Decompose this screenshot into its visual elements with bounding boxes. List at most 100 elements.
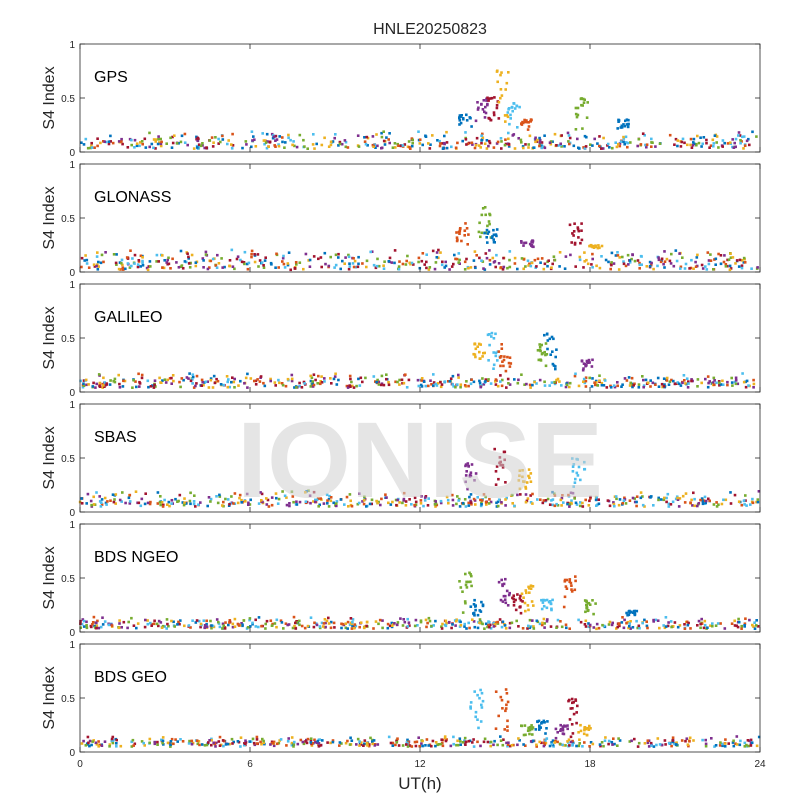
data-point	[734, 379, 738, 382]
data-point	[372, 263, 376, 267]
data-point	[160, 501, 164, 504]
data-points	[80, 688, 761, 748]
data-point	[450, 626, 453, 630]
y-tick-label: 0	[69, 508, 75, 519]
data-point	[588, 623, 592, 627]
data-point-burst	[474, 119, 478, 123]
data-point	[95, 255, 99, 258]
data-point	[656, 737, 660, 740]
data-point	[191, 378, 194, 381]
data-point	[316, 739, 320, 743]
data-point	[257, 265, 260, 268]
data-point	[745, 139, 749, 143]
data-point	[97, 745, 100, 748]
data-point	[454, 624, 457, 627]
data-point	[92, 263, 96, 266]
data-point-burst	[500, 71, 503, 74]
data-point	[680, 140, 684, 144]
data-point	[404, 500, 408, 503]
data-point	[721, 742, 724, 746]
data-point	[165, 261, 168, 264]
data-point	[87, 266, 91, 269]
data-point	[170, 737, 174, 741]
data-point	[220, 257, 223, 260]
data-point	[424, 744, 427, 747]
data-point	[390, 621, 394, 625]
data-point	[275, 138, 279, 141]
data-point	[714, 257, 718, 261]
data-point	[224, 743, 228, 746]
data-point	[201, 142, 204, 145]
data-point-burst	[476, 718, 479, 721]
data-point	[329, 377, 332, 380]
data-point	[686, 143, 689, 147]
data-point	[414, 744, 418, 748]
data-point	[616, 251, 619, 254]
data-point	[323, 251, 327, 255]
data-point-burst	[495, 103, 499, 107]
data-point	[154, 140, 157, 143]
data-point	[386, 622, 390, 626]
data-point	[748, 739, 751, 743]
data-point	[226, 142, 229, 146]
data-point	[149, 621, 152, 625]
data-point-burst	[570, 697, 574, 701]
data-point-burst	[633, 609, 636, 613]
data-point-burst	[617, 119, 621, 122]
data-point	[747, 384, 750, 387]
data-point	[280, 382, 284, 385]
data-point	[641, 621, 644, 625]
data-point	[99, 505, 103, 508]
data-point	[209, 497, 213, 501]
data-point	[93, 624, 96, 628]
data-point	[214, 745, 217, 748]
data-point-burst	[538, 343, 541, 346]
data-point	[82, 379, 86, 382]
data-point	[492, 146, 496, 149]
data-point	[137, 259, 141, 262]
data-point	[628, 740, 632, 743]
data-point	[194, 261, 198, 264]
data-point-burst	[530, 245, 534, 248]
data-point	[551, 498, 555, 501]
data-point	[591, 266, 594, 269]
data-point	[190, 253, 194, 257]
data-point-burst	[481, 108, 485, 111]
data-point	[445, 738, 448, 741]
data-point	[128, 500, 132, 503]
data-point	[583, 741, 586, 744]
data-point-burst	[524, 609, 527, 613]
data-point-burst	[528, 587, 531, 590]
data-point	[334, 372, 337, 376]
data-point	[317, 742, 321, 745]
data-point	[679, 145, 683, 148]
data-point	[617, 737, 620, 740]
data-point	[726, 142, 730, 145]
data-point	[79, 619, 82, 623]
data-point	[555, 626, 558, 629]
data-point	[527, 143, 530, 146]
data-point	[182, 503, 186, 507]
data-point	[622, 499, 626, 502]
data-point	[588, 376, 591, 380]
data-point	[210, 743, 213, 747]
data-point	[209, 377, 213, 380]
data-point	[591, 742, 595, 746]
data-point	[456, 739, 459, 743]
data-point	[463, 384, 467, 387]
data-point	[263, 384, 267, 388]
data-point-burst	[573, 588, 577, 592]
data-point	[244, 500, 247, 503]
data-point	[376, 743, 380, 746]
data-point	[387, 380, 390, 384]
data-point-burst	[518, 487, 522, 491]
data-point	[177, 620, 180, 624]
data-point	[751, 623, 754, 627]
data-point	[157, 260, 160, 263]
data-point	[253, 260, 257, 264]
data-point	[665, 379, 669, 382]
data-point-burst	[506, 700, 510, 704]
data-point	[162, 503, 165, 507]
data-point	[381, 619, 384, 622]
data-point	[566, 740, 569, 743]
